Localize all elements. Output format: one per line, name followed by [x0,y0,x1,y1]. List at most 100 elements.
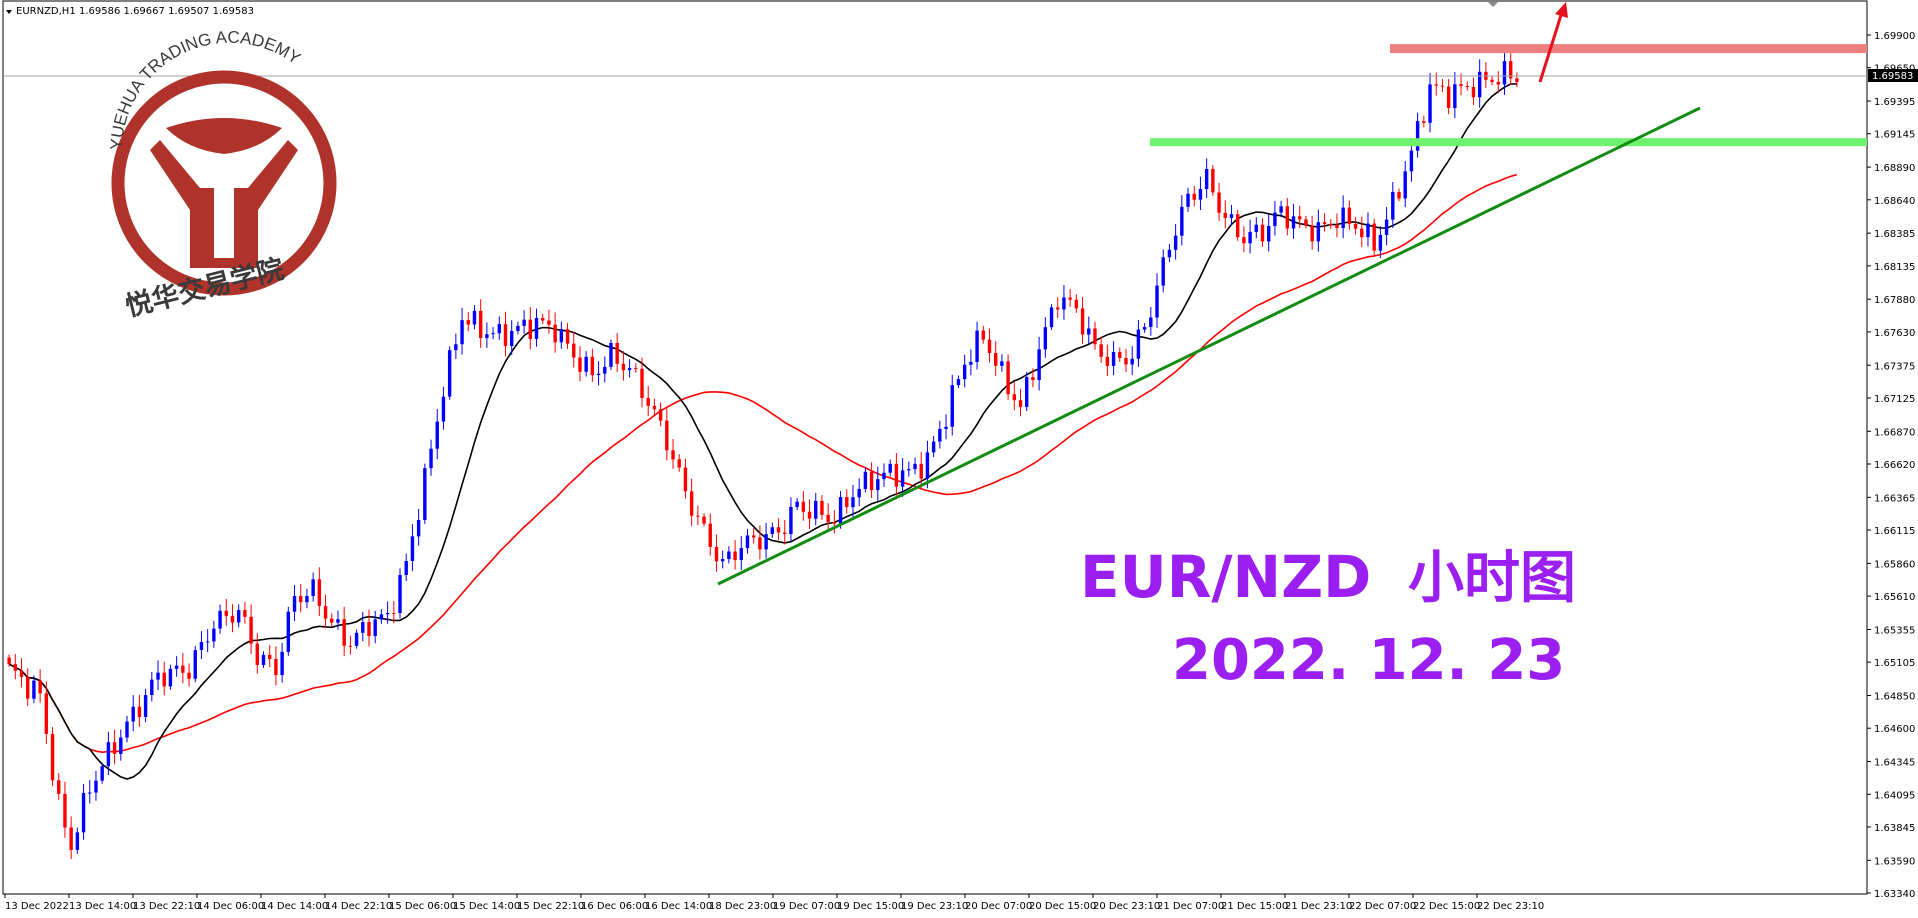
candle-body [851,497,855,508]
support-zone[interactable] [1150,138,1867,147]
candle-body [1111,351,1116,366]
candle-body [1304,219,1308,226]
candle-body [38,680,42,694]
candle-body [956,379,961,386]
candle-body [894,463,899,487]
time-tick-label: 14 Dec 14:00 [261,901,328,912]
candle-body [416,520,421,537]
candle-body [751,535,756,538]
candle-body [683,467,688,492]
candle-body [491,333,495,335]
candle-body [1037,349,1041,381]
candle-body [441,396,446,422]
time-tick-label: 21 Dec 23:10 [1285,901,1352,912]
candle-body [596,373,601,376]
resistance-zone[interactable] [1390,44,1867,54]
candle-body [286,611,291,652]
candle-body [689,491,694,516]
candle-body [292,596,297,612]
candle-body [57,780,61,794]
candle-body [1508,61,1513,79]
price-tick-label: 1.65610 [1874,592,1915,603]
menu-triangle-icon[interactable] [6,10,12,14]
candle-body [640,368,644,398]
candle-body [1130,358,1134,365]
current-price-tag [1868,69,1918,82]
candle-body [243,610,247,617]
price-tick-label: 1.67375 [1874,361,1915,372]
shift-marker-icon[interactable] [1488,2,1498,7]
time-tick-label: 14 Dec 06:00 [197,901,264,912]
candle-body [478,310,483,339]
candle-body [590,356,595,376]
candle-body [255,643,260,665]
price-tick-label: 1.68385 [1874,229,1915,240]
time-tick-label: 14 Dec 22:10 [325,901,392,912]
candle-body [205,641,210,643]
price-tick-label: 1.66620 [1874,460,1915,471]
candle-body [783,532,787,535]
candle-body [336,619,340,623]
current-price-label: 1.69583 [1872,71,1913,82]
candle-body [565,329,570,344]
candle-body [249,616,253,644]
candle-body [311,579,315,596]
candle-body [801,501,806,512]
candle-body [981,330,985,340]
candle-body [268,654,272,659]
price-tick-label: 1.67125 [1874,394,1915,405]
candle-body [1397,191,1401,199]
candle-body [137,706,142,718]
candle-body [1229,214,1234,218]
price-tick-label: 1.64850 [1874,692,1915,703]
candle-body [354,632,359,646]
trendline[interactable] [717,106,1701,586]
candle-body [1477,71,1482,98]
candle-body [1031,377,1035,381]
candle-body [907,469,911,471]
candle-body [572,343,576,358]
candle-body [1329,224,1333,226]
candle-body [1471,86,1476,98]
candle-body [559,329,564,343]
candle-body [447,350,452,397]
candle-body [615,343,619,364]
time-tick-label: 13 Dec 2022 [5,901,69,912]
candle-body [671,450,675,460]
candle-body [826,514,830,523]
price-tick-label: 1.68890 [1874,163,1915,174]
time-tick-label: 21 Dec 07:00 [1157,901,1224,912]
candle-body [758,537,762,550]
candle-body [1155,285,1159,318]
candle-body [156,672,160,680]
candle-body [1335,224,1339,228]
candle-body [193,650,197,679]
candle-body [876,479,880,491]
candle-body [1310,225,1314,242]
candle-body [410,536,415,561]
time-tick-label: 18 Dec 23:00 [709,901,776,912]
candle-body [900,470,905,487]
candle-body [63,793,67,828]
price-tick-label: 1.64600 [1874,724,1915,735]
candle-body [603,366,607,374]
candle-body [1173,235,1178,250]
price-tick-label: 1.65355 [1874,625,1915,636]
candle-body [627,368,632,371]
time-tick-label: 20 Dec 07:00 [965,901,1032,912]
candle-body [1043,327,1048,350]
candle-body [919,463,923,479]
up-arrow-head [1555,2,1568,18]
candle-body [1074,299,1079,309]
candle-body [1254,224,1258,232]
logo-leaf [166,118,282,154]
candle-body [106,742,111,767]
candle-body [1080,308,1085,335]
price-tick-label: 1.66365 [1874,493,1915,504]
candle-body [466,320,470,325]
candle-body [1211,168,1215,193]
candle-body [7,657,11,665]
candle-body [150,679,154,696]
candle-body [1502,61,1507,85]
